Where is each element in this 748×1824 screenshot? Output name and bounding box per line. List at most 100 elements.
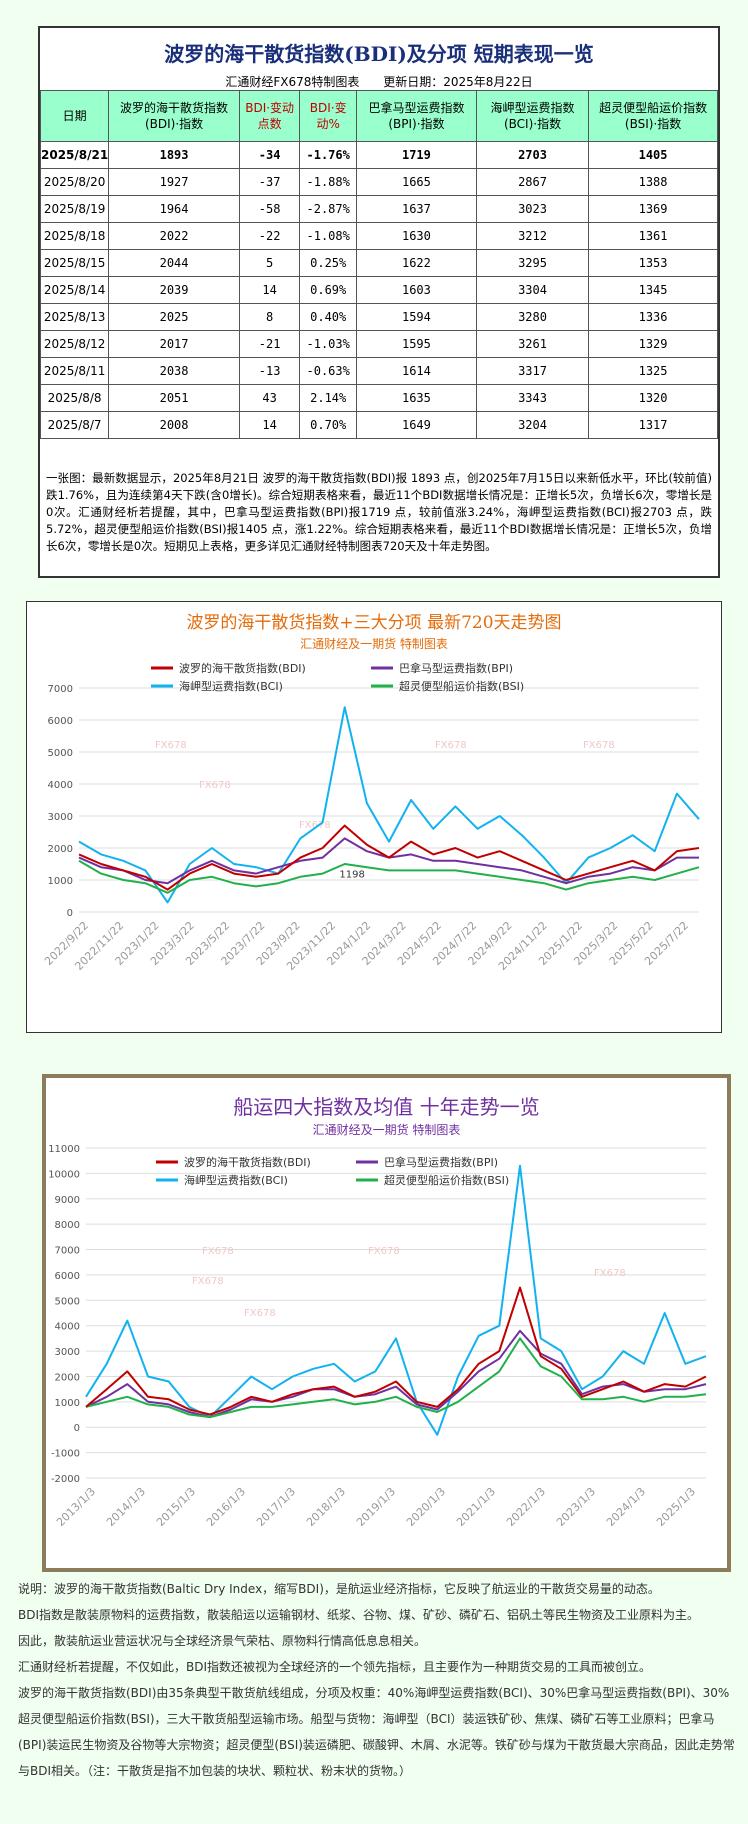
watermark-text: FX678 [435,740,467,751]
table-row: 2025/8/20 1927 -37 -1.88% 1665 2867 1388 [39,168,718,196]
cell-bsi: 1317 [588,411,718,439]
cell-bci: 3212 [475,222,590,250]
watermark-text: FX678 [199,780,231,791]
explanation-text: 说明：波罗的海干散货指数(Baltic Dry Index，缩写BDI)，是航运… [18,1576,738,1784]
y-tick-label: 8000 [55,1220,80,1231]
chart-720-days: 波罗的海干散货指数+三大分项 最新720天走势图 汇通财经及一期货 特制图表 0 10… [26,601,722,1033]
cell-bdi-change: -21 [238,330,301,358]
cell-bdi: 2039 [108,276,240,304]
summary-note: 一张图：最新数据显示，2025年8月21日 波罗的海干散货指数(BDI)报 18… [46,471,712,553]
cell-bci: 3304 [475,276,590,304]
y-tick-label: 2000 [55,1372,80,1383]
cell-date: 2025/8/15 [39,249,110,277]
watermark-text: FX678 [202,1246,234,1257]
cell-bpi: 1719 [355,141,477,169]
chart-title: 波罗的海干散货指数+三大分项 最新720天走势图 [186,613,561,633]
y-tick-label: 1000 [48,876,73,887]
panel-subtitle: 汇通财经FX678特制图表 更新日期：2025年8月22日 [40,73,718,90]
cell-bdi: 2022 [108,222,240,250]
header-bdi-pct: BDI·变动% [299,90,357,142]
cell-bdi-pct: 0.25% [299,249,357,277]
panel-title: 波罗的海干散货指数(BDI)及分项 短期表现一览 [164,42,594,66]
x-tick-label: 2018/1/3 [304,1485,348,1529]
cell-bpi: 1603 [355,276,477,304]
cell-bpi: 1614 [355,357,477,385]
y-tick-label: 6000 [55,1271,80,1282]
cell-date: 2025/8/21 [39,141,110,169]
cell-bdi-pct: -1.88% [299,168,357,196]
cell-bpi: 1637 [355,195,477,223]
cell-bsi: 1320 [588,384,718,412]
y-tick-label: -2000 [51,1474,80,1485]
table-row: 2025/8/19 1964 -58 -2.87% 1637 3023 1369 [39,195,718,223]
cell-bpi: 1635 [355,384,477,412]
chart-subtitle: 汇通财经及一期货 特制图表 [300,636,448,651]
y-tick-label: 10000 [48,1169,80,1180]
cell-bdi: 2051 [108,384,240,412]
y-tick-label: 2000 [48,844,73,855]
table-row: 2025/8/21 1893 -34 -1.76% 1719 2703 1405 [39,141,718,169]
series-line-bdi [78,824,700,891]
cell-bdi: 1927 [108,168,240,196]
legend-label: 波罗的海干散货指数(BDI) [184,1155,311,1169]
cell-bsi: 1405 [588,141,718,169]
table-row: 2025/8/8 2051 43 2.14% 1635 3343 1320 [39,384,718,412]
legend-label: 海岬型运费指数(BCI) [179,679,283,693]
cell-bdi-change: 43 [238,384,301,412]
cell-bci: 2867 [475,168,590,196]
header-bdi-change: BDI·变动点数 [238,90,301,142]
cell-bpi: 1595 [355,330,477,358]
cell-bdi-pct: -1.08% [299,222,357,250]
cell-bci: 3261 [475,330,590,358]
header-date: 日期 [39,90,110,142]
explanation-line: BDI指数是散装原物料的运费指数，散装船运以运输钢材、纸浆、谷物、煤、矿砂、磷矿… [18,1608,700,1622]
min-annotation: 1198 [339,870,364,881]
cell-bsi: 1353 [588,249,718,277]
cell-bdi-change: 8 [238,303,301,331]
short-term-panel: 波罗的海干散货指数(BDI)及分项 短期表现一览 汇通财经FX678特制图表 更… [38,26,720,578]
x-tick-label: 2025/1/3 [654,1485,698,1529]
cell-bdi-pct: -2.87% [299,195,357,223]
cell-bdi-change: -22 [238,222,301,250]
cell-bdi: 1964 [108,195,240,223]
cell-bci: 3204 [475,411,590,439]
table-row: 2025/8/14 2039 14 0.69% 1603 3304 1345 [39,276,718,304]
y-tick-label: 4000 [55,1322,80,1333]
x-tick-label: 2017/1/3 [254,1485,298,1529]
cell-bdi-change: 14 [238,276,301,304]
cell-bci: 2703 [475,141,590,169]
x-tick-label: 2024/1/3 [604,1485,648,1529]
y-tick-label: 0 [74,1423,80,1434]
cell-bsi: 1329 [588,330,718,358]
x-tick-label: 2019/1/3 [354,1485,398,1529]
source-label: 汇通财经FX678特制图表 [225,75,360,89]
header-bci: 海岬型运费指数(BCI)·指数 [475,90,590,142]
x-tick-label: 2023/1/3 [554,1485,598,1529]
watermark-text: FX678 [368,1246,400,1257]
cell-bpi: 1594 [355,303,477,331]
cell-bdi-change: -13 [238,357,301,385]
cell-bci: 3317 [475,357,590,385]
y-tick-label: 1000 [55,1398,80,1409]
y-tick-label: 5000 [48,748,73,759]
x-tick-label: 2013/1/3 [54,1485,98,1529]
x-tick-label: 2015/1/3 [154,1485,198,1529]
chart-subtitle: 汇通财经及一期货 特制图表 [313,1122,461,1137]
y-tick-label: 7000 [48,684,73,695]
table-row: 2025/8/11 2038 -13 -0.63% 1614 3317 1325 [39,357,718,385]
cell-bci: 3280 [475,303,590,331]
series-line-bsi [78,859,700,894]
y-tick-label: 9000 [55,1195,80,1206]
update-date: 更新日期：2025年8月22日 [383,75,533,89]
table-header-row: 日期 波罗的海干散货指数(BDI)·指数 BDI·变动点数 BDI·变动% 巴拿… [39,90,718,142]
explanation-line: 波罗的海干散货指数(BDI)由35条典型干散货航线组成，分项及权重：40%海岬型… [18,1686,735,1778]
cell-bdi-pct: -1.03% [299,330,357,358]
x-tick-label: 2021/1/3 [454,1485,498,1529]
cell-date: 2025/8/20 [39,168,110,196]
cell-bdi-change: 14 [238,411,301,439]
cell-date: 2025/8/18 [39,222,110,250]
x-tick-label: 2014/1/3 [104,1485,148,1529]
explanation-line: 因此，散装航运业营运状况与全球经济景气荣枯、原物料行情高低息息相关。 [18,1634,427,1648]
